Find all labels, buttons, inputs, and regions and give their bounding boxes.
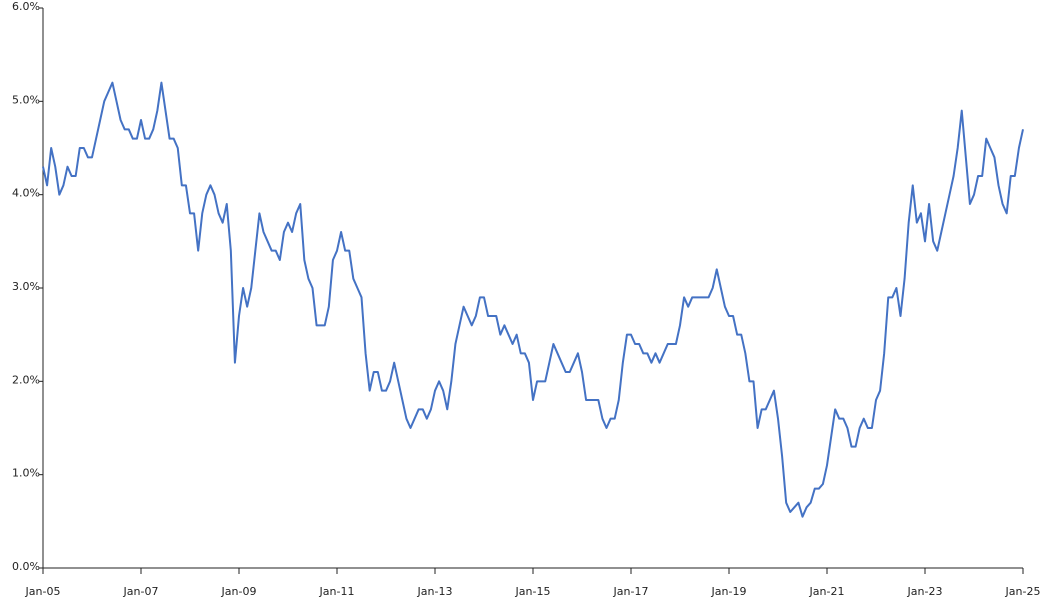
x-tick-label: Jan-07	[123, 585, 159, 598]
x-tick-label: Jan-15	[515, 585, 551, 598]
x-tick-label: Jan-23	[907, 585, 943, 598]
y-tick-label: 6.0%	[12, 0, 40, 13]
y-tick-label: 1.0%	[12, 467, 40, 480]
x-tick-label: Jan-05	[25, 585, 61, 598]
y-tick-label: 3.0%	[12, 280, 40, 293]
x-tick-label: Jan-09	[221, 585, 257, 598]
y-tick-label: 5.0%	[12, 93, 40, 106]
x-tick-label: Jan-13	[417, 585, 453, 598]
data-line	[42, 81, 1024, 518]
x-tick-label: Jan-11	[319, 585, 355, 598]
x-tick-label: Jan-17	[613, 585, 649, 598]
x-tick-label: Jan-21	[809, 585, 845, 598]
y-tick-label: 2.0%	[12, 373, 40, 386]
y-tick-label: 0.0%	[12, 560, 40, 573]
y-tick-label: 4.0%	[12, 187, 40, 200]
x-tick-label: Jan-25	[1005, 585, 1041, 598]
x-tick-label: Jan-19	[711, 585, 747, 598]
